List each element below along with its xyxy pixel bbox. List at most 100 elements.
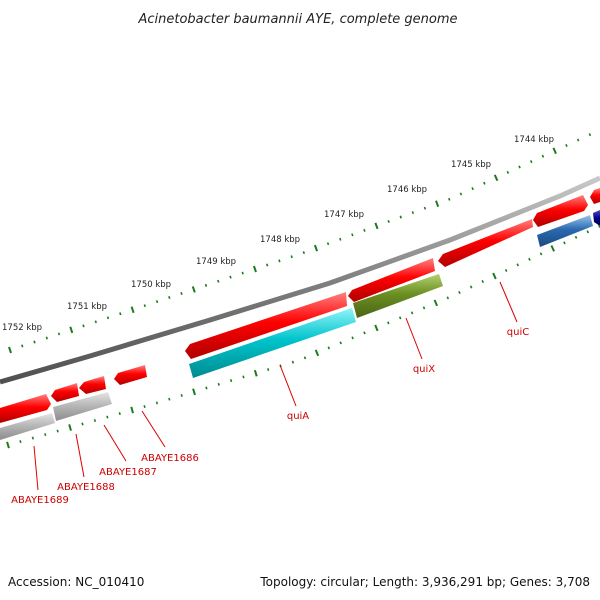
inner-scale-tick — [563, 241, 566, 245]
gene-arrow-edge-forward[interactable] — [590, 188, 600, 204]
inner-scale-tick — [192, 388, 196, 396]
outer-scale-tick — [576, 138, 580, 142]
gene-arrow-quiC-forward[interactable] — [438, 219, 533, 267]
inner-scale-tick — [504, 268, 508, 272]
inner-scale-tick — [81, 422, 84, 426]
inner-scale-tick — [516, 263, 520, 267]
outer-scale-ticks — [8, 133, 592, 354]
outer-scale-tick — [94, 320, 97, 324]
gene-arrow-quiA-forward[interactable] — [185, 292, 347, 359]
outer-scale-tick — [423, 206, 427, 210]
map-title: Acinetobacter baumannii AYE, complete ge… — [137, 12, 457, 27]
outer-scale-tick — [8, 346, 12, 354]
inner-scale-tick — [217, 382, 220, 386]
outer-scale-tick — [69, 326, 74, 334]
gene-label-ABAYE1688[interactable]: ABAYE1688 — [57, 482, 115, 493]
inner-scale-tick — [130, 406, 134, 414]
outer-scale-tick — [363, 228, 366, 232]
inner-scale-ticks — [6, 224, 600, 449]
outer-scale-tick — [565, 143, 568, 147]
inner-scale-tick — [19, 440, 22, 444]
genome-summary-text: Topology: circular; Length: 3,936,291 bp… — [259, 575, 590, 589]
inner-scale-tick — [168, 397, 171, 401]
inner-scale-tick — [155, 401, 159, 405]
gene-label-quiC[interactable]: quiC — [507, 327, 529, 338]
outer-scale-tick — [313, 244, 319, 252]
outer-scale-tick — [217, 279, 220, 283]
gene-block-ABAYE1689[interactable] — [0, 413, 55, 440]
gene-label-quiX[interactable]: quiX — [413, 364, 435, 375]
gene-block-quiX[interactable] — [353, 274, 443, 318]
outer-scale-tick — [130, 306, 135, 314]
gene-label-ABAYE1686[interactable]: ABAYE1686 — [141, 453, 199, 464]
inner-scale-tick — [363, 331, 366, 335]
outer-scale-tick — [411, 211, 415, 215]
genome-backbone — [0, 175, 600, 385]
outer-scale-tick — [326, 242, 330, 246]
inner-scale-tick — [398, 316, 402, 320]
gene-arrow-edge-navy[interactable] — [593, 210, 600, 226]
outer-scale-tick — [33, 340, 36, 344]
inner-scale-tick — [118, 412, 121, 416]
inner-scale-tick — [433, 299, 439, 307]
inner-scale-tick — [481, 279, 485, 284]
gene-label-ABAYE1689[interactable]: ABAYE1689 — [11, 495, 69, 506]
gene-arrow-quiD-forward[interactable] — [533, 195, 588, 227]
outer-scale-tick — [518, 165, 521, 169]
gene-block-blue[interactable] — [537, 215, 593, 247]
gene-label-ABAYE1687[interactable]: ABAYE1687 — [99, 467, 157, 478]
outer-scale-tick — [351, 233, 354, 237]
gene-arrow-ABAYE1686-forward[interactable] — [114, 365, 147, 385]
inner-scale-tick — [180, 394, 183, 397]
inner-scale-tick — [492, 272, 497, 280]
outer-scale-tick — [180, 292, 183, 295]
outer-scale-tick — [119, 312, 122, 316]
inner-scale-tick — [374, 324, 379, 332]
cog-gene-track — [0, 215, 593, 440]
inner-scale-tick — [574, 235, 578, 239]
inner-scale-tick — [469, 285, 473, 289]
outer-scale-tick — [143, 304, 146, 308]
leader-ABAYE1687 — [103, 424, 127, 462]
outer-scale-tick — [21, 344, 24, 348]
inner-scale-tick — [586, 230, 590, 234]
leader-quiX — [405, 317, 423, 360]
leader-ABAYE1689 — [33, 445, 39, 491]
outer-scale-tick — [57, 332, 61, 336]
kbp-label-1749: 1749 kbp — [196, 257, 236, 267]
inner-scale-tick — [291, 360, 295, 364]
inner-scale-tick — [410, 311, 414, 315]
outer-scale-tick — [106, 316, 110, 320]
gene-arrow-ABAYE1687-forward[interactable] — [79, 376, 106, 394]
gene-label-quiA[interactable]: quiA — [287, 411, 309, 422]
inner-scale-tick — [267, 368, 270, 372]
gene-block-quiA[interactable] — [189, 308, 356, 378]
leader-quiC — [499, 281, 518, 323]
inner-scale-tick — [68, 424, 72, 431]
outer-scale-tick — [339, 237, 342, 241]
gene-labels: quiC quiX quiA ABAYE1686 ABAYE1687 ABAYE… — [11, 327, 529, 506]
outer-scale-tick — [588, 133, 592, 137]
outer-scale-tick — [241, 271, 244, 275]
gene-arrow-ABAYE1688-forward[interactable] — [51, 383, 79, 402]
outer-scale-tick — [471, 187, 474, 191]
outer-scale-tick — [399, 215, 402, 219]
inner-scale-tick — [339, 341, 342, 345]
outer-scale-tick — [204, 283, 208, 287]
inner-scale-tick — [458, 290, 461, 295]
inner-scale-tick — [422, 306, 426, 310]
kbp-label-1752: 1752 kbp — [2, 323, 42, 333]
inner-scale-tick — [31, 436, 34, 440]
outer-scale-tick — [155, 300, 159, 304]
outer-scale-tick — [290, 255, 293, 259]
gene-arrow-quiX-forward[interactable] — [348, 258, 435, 302]
gene-block-ABAYE1688[interactable] — [53, 392, 112, 421]
inner-scale-tick — [327, 346, 331, 350]
kbp-label-1751: 1751 kbp — [67, 302, 107, 312]
outer-scale-tick — [266, 263, 269, 267]
inner-scale-tick — [6, 441, 10, 449]
gene-arrow-ABAYE1689-forward[interactable] — [0, 394, 51, 423]
inner-scale-tick — [387, 321, 390, 325]
kbp-label-1744: 1744 kbp — [514, 135, 554, 145]
